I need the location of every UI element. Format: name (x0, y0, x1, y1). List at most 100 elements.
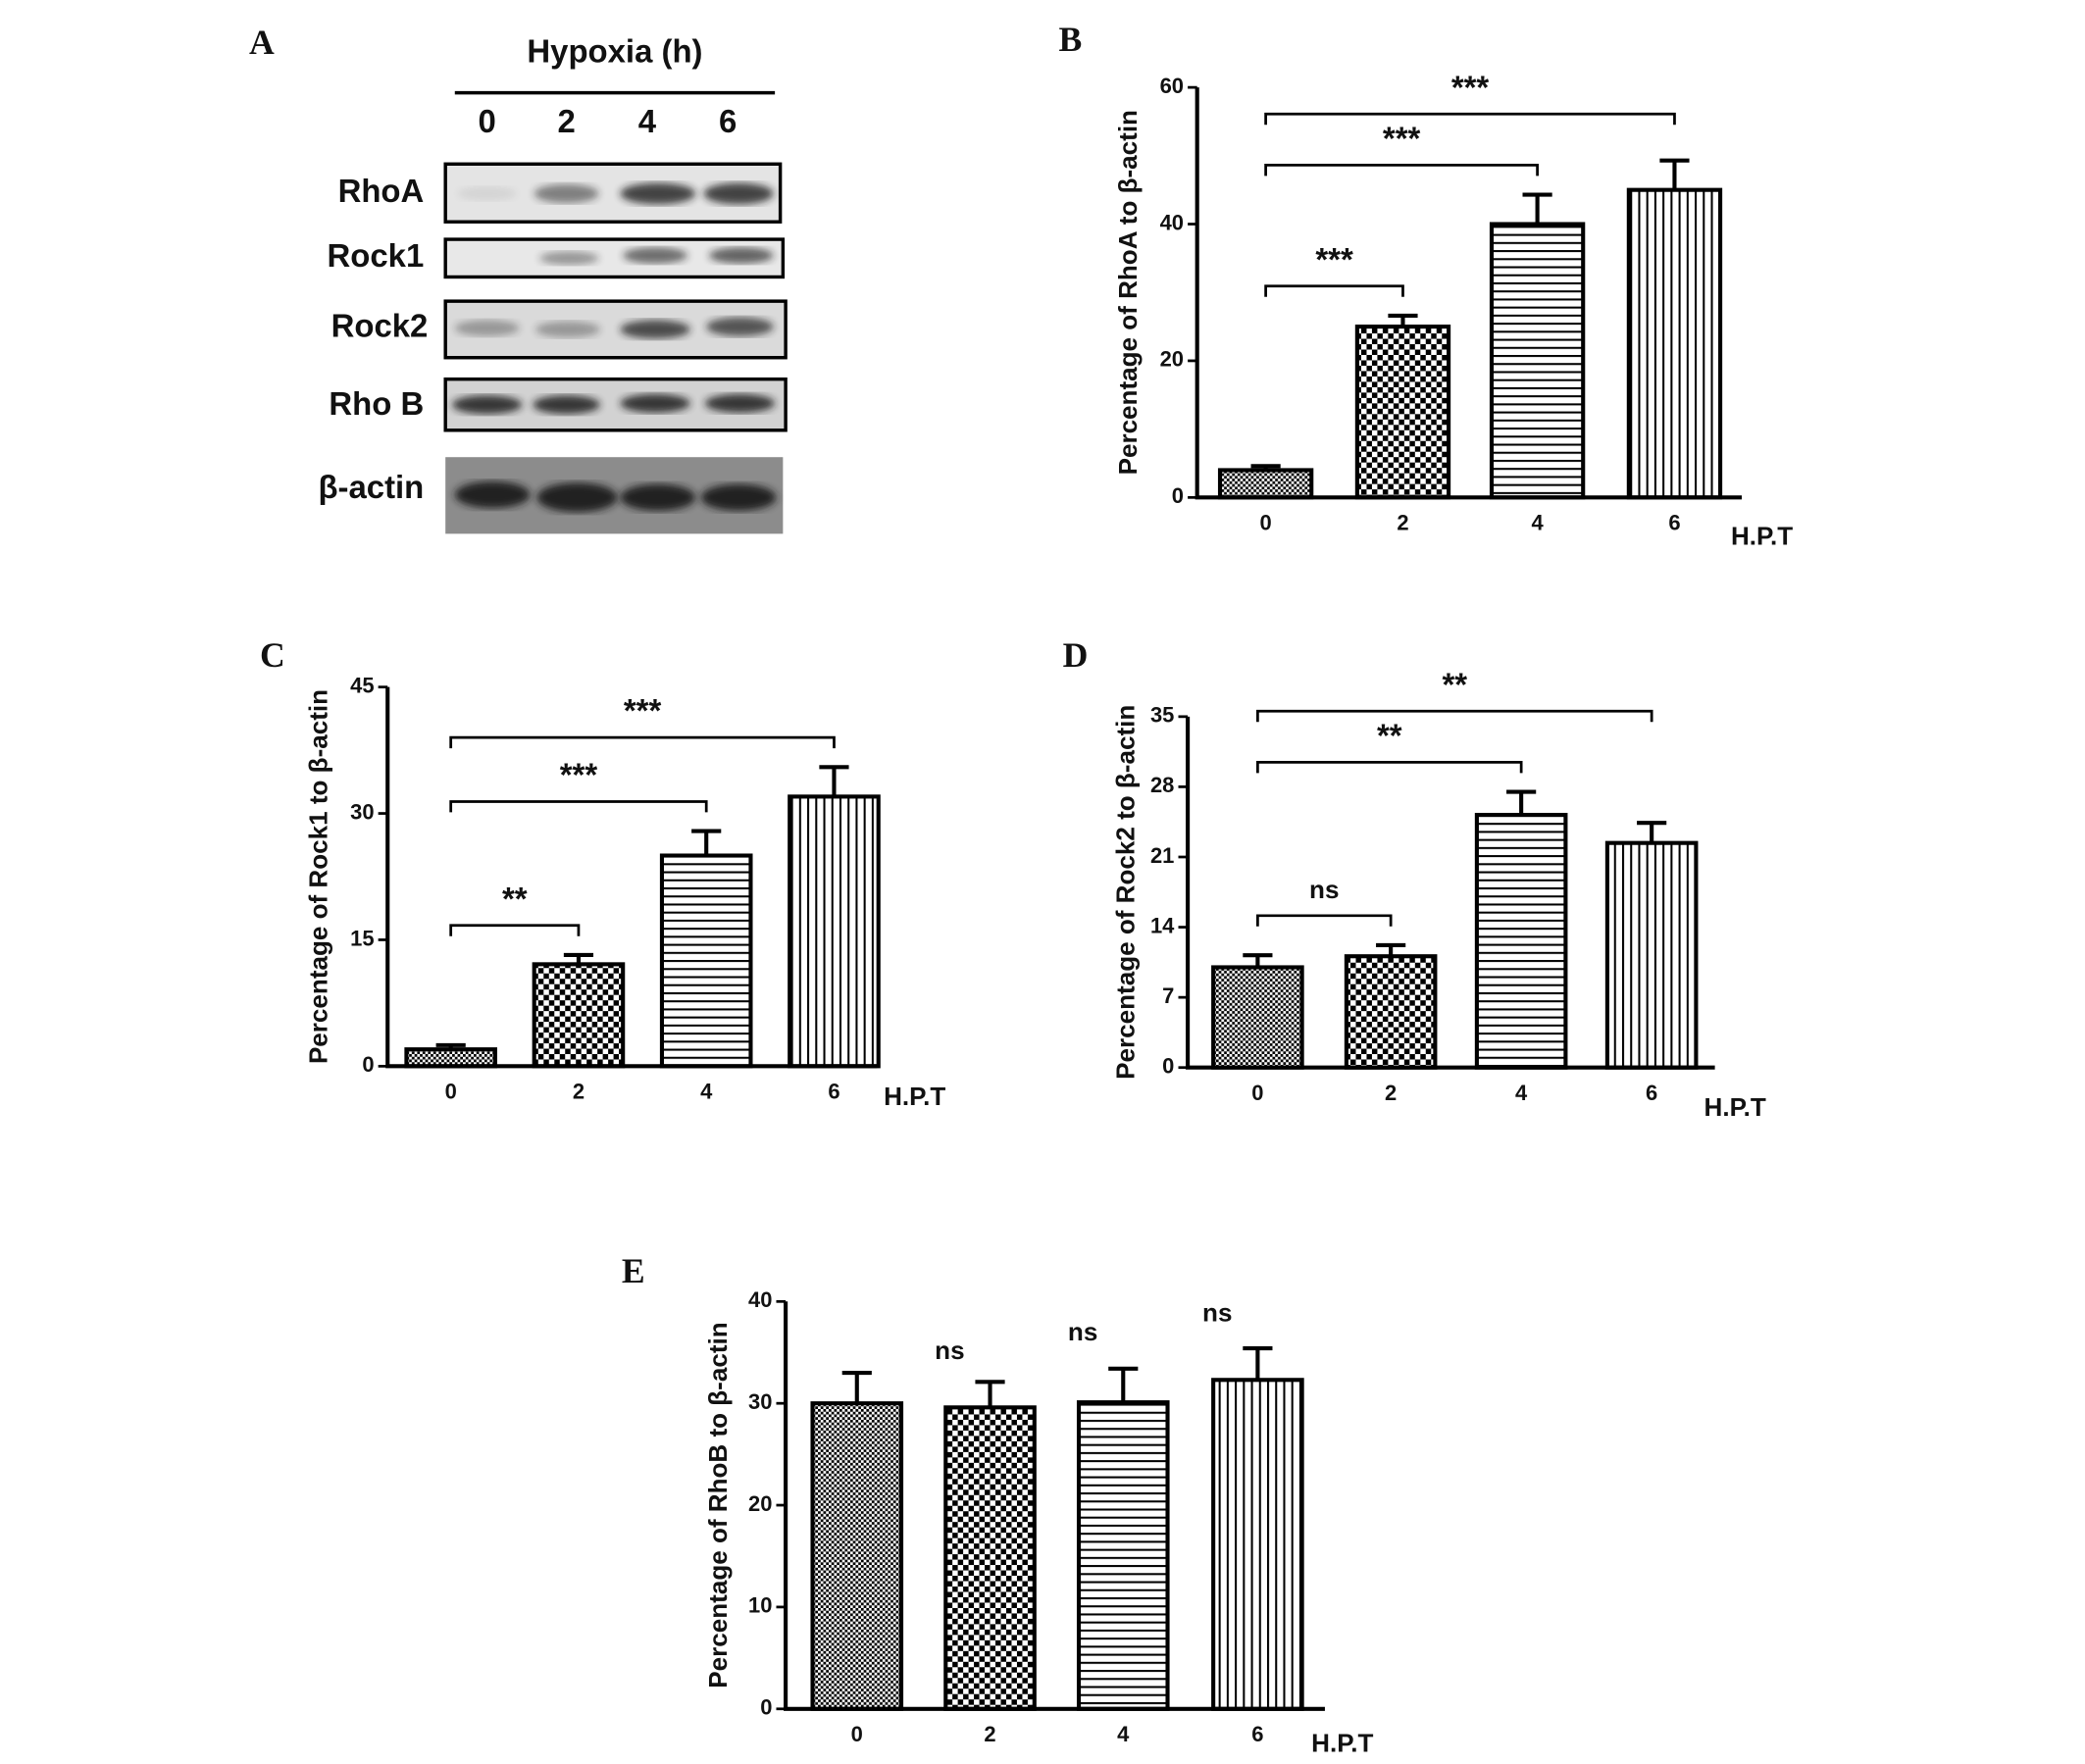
band (708, 247, 774, 264)
x-axis-label: H.P.T (1311, 1729, 1373, 1758)
bar (1474, 812, 1568, 1070)
error-bar (1108, 1366, 1139, 1403)
error-bar (1376, 942, 1406, 957)
band (620, 483, 696, 512)
significance-label: *** (560, 756, 598, 792)
y-tick-label: 20 (748, 1491, 772, 1516)
significance-bracket (1256, 709, 1653, 723)
band (623, 247, 688, 264)
y-axis-label: Percentage of Rock2 to β-actin (1110, 705, 1140, 1080)
bar (1211, 1378, 1304, 1711)
error-bar (1659, 158, 1690, 190)
row-label: β-actin (318, 469, 424, 505)
panel-label: B (1058, 20, 1082, 59)
band (534, 183, 599, 204)
x-tick-label: 4 (1515, 1081, 1528, 1105)
error-bar (691, 829, 722, 856)
band (706, 317, 774, 336)
band (536, 482, 618, 513)
axes (1195, 87, 1743, 500)
bar (404, 1047, 497, 1069)
y-tick-label: 7 (1162, 983, 1174, 1008)
x-tick-label: 2 (984, 1722, 995, 1746)
x-tick-label: 6 (1251, 1722, 1263, 1746)
y-tick-label: 15 (350, 926, 374, 950)
bar (1211, 965, 1304, 1070)
y-tick-label: 40 (1160, 210, 1184, 234)
row-label: Rock1 (328, 237, 425, 274)
lane-label: 6 (719, 103, 737, 139)
bar (1626, 187, 1723, 500)
error-bar (563, 952, 594, 965)
panel-label: E (622, 1251, 645, 1290)
x-tick-label: 0 (851, 1722, 863, 1746)
significance-label: ** (502, 881, 528, 917)
axes (1186, 716, 1715, 1070)
band (452, 395, 523, 415)
x-tick-label: 0 (445, 1080, 457, 1104)
band (620, 320, 690, 339)
y-tick-label: 0 (1172, 483, 1184, 508)
x-tick-label: 0 (1260, 511, 1272, 535)
bar (1344, 954, 1438, 1070)
bar (532, 962, 626, 1069)
lane-label: 4 (638, 103, 657, 139)
significance-bracket (1264, 112, 1676, 126)
band (535, 321, 600, 338)
error-bar (1250, 464, 1281, 471)
y-tick-label: 40 (748, 1287, 772, 1312)
y-tick-label: 0 (760, 1695, 772, 1720)
error-bar (1388, 313, 1418, 328)
row-label: Rho B (329, 385, 424, 422)
significance-label: *** (1451, 69, 1490, 105)
blot: A Hypoxia (h) 0 2 4 6 RhoA Rock1 Rock2 R… (249, 23, 788, 534)
bar (1354, 325, 1451, 500)
significance-label: ** (1442, 666, 1467, 702)
bar (788, 794, 881, 1069)
y-tick-label: 28 (1150, 773, 1174, 797)
x-tick-label: 4 (700, 1080, 713, 1104)
lane-label: 0 (479, 103, 496, 139)
error-bar (819, 765, 849, 797)
error-bar (1506, 789, 1537, 816)
band (704, 393, 776, 413)
panel-label: D (1063, 635, 1089, 675)
blot-title: Hypoxia (h) (527, 33, 702, 70)
y-tick-label: 30 (350, 799, 374, 824)
error-bar (975, 1380, 1005, 1408)
axes (784, 1301, 1325, 1711)
band (620, 182, 696, 205)
significance-bracket (449, 735, 836, 749)
bar (810, 1401, 904, 1711)
y-tick-label: 45 (350, 673, 374, 697)
x-tick-label: 6 (828, 1080, 839, 1104)
error-bar (1243, 1346, 1273, 1381)
bar-chart: C Percentage of Rock1 to β-actin H.P.T 0 15 3… (260, 635, 945, 1111)
significance-label: ns (1309, 875, 1339, 904)
row-label: Rock2 (331, 307, 429, 343)
x-axis-label: H.P.T (884, 1082, 945, 1111)
band (703, 182, 774, 205)
x-tick-label: 4 (1117, 1722, 1130, 1746)
band (620, 393, 690, 413)
significance-bracket (1256, 760, 1523, 774)
y-tick-label: 30 (748, 1389, 772, 1414)
error-bar (1522, 192, 1552, 225)
y-tick-label: 0 (362, 1052, 374, 1077)
bar (1489, 222, 1586, 500)
error-bar (1243, 953, 1273, 968)
significance-bracket (1256, 914, 1393, 927)
bar (659, 853, 753, 1069)
significance-bracket (1264, 164, 1539, 176)
x-axis-label: H.P.T (1704, 1092, 1766, 1122)
significance-label: ** (1377, 717, 1402, 753)
y-tick-label: 10 (748, 1593, 772, 1618)
x-tick-label: 6 (1646, 1081, 1657, 1105)
significance-label: *** (1383, 120, 1421, 156)
y-tick-label: 14 (1150, 913, 1175, 937)
x-tick-label: 4 (1531, 511, 1544, 535)
bar (943, 1405, 1037, 1711)
y-tick-label: 35 (1150, 703, 1174, 728)
lane-label: 2 (557, 103, 575, 139)
